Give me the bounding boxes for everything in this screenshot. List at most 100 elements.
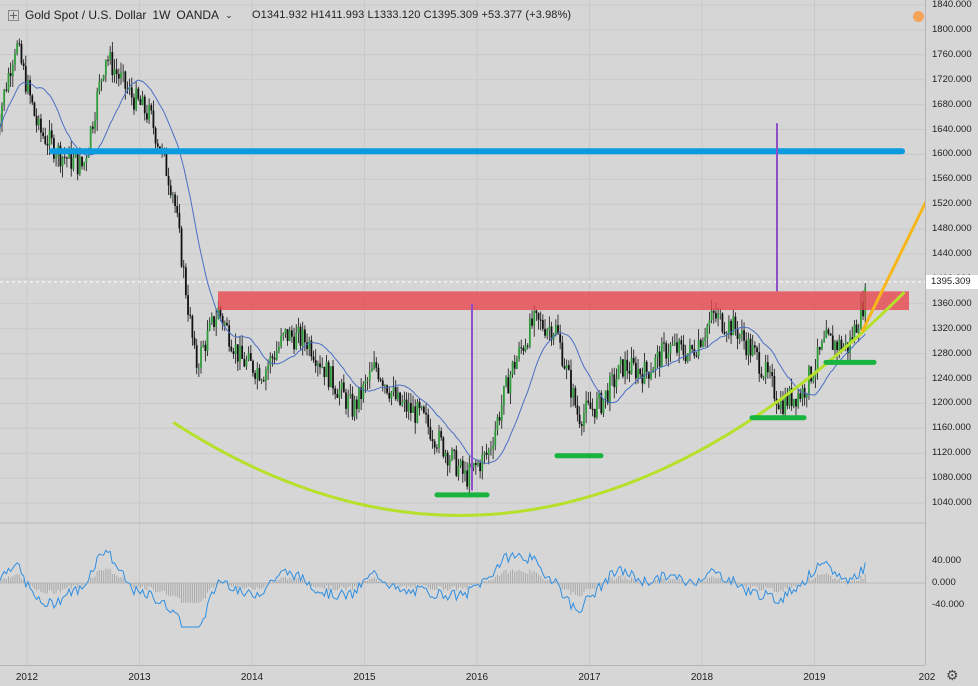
candle (342, 374, 345, 393)
candle (299, 323, 302, 351)
candle (604, 390, 607, 409)
candle (366, 376, 369, 390)
price-tick: 1760.000 (932, 48, 972, 60)
candle (282, 332, 285, 341)
status-dot-icon[interactable] (913, 11, 924, 22)
candle (747, 332, 750, 366)
candle (509, 370, 512, 405)
candle (117, 68, 120, 87)
candle (31, 93, 34, 106)
candle (570, 359, 572, 408)
price-tick: 1360.000 (932, 297, 972, 309)
candle (59, 141, 62, 173)
candle (500, 394, 503, 429)
time-axis[interactable]: 2012 2013 2014 2015 2016 2017 2018 2019 202 (0, 665, 935, 686)
candle (520, 339, 523, 355)
candle (193, 330, 196, 349)
candle (176, 195, 179, 218)
gear-icon[interactable]: ⚙ (946, 667, 959, 683)
candle (526, 343, 529, 350)
candle (587, 392, 590, 406)
chevron-down-icon[interactable]: ⌄ (225, 9, 233, 20)
candle (857, 323, 860, 342)
candle (795, 398, 797, 418)
candle (355, 396, 358, 420)
chart-canvas[interactable] (0, 0, 925, 665)
candle (626, 349, 629, 380)
candle (615, 368, 618, 394)
candle (728, 315, 730, 340)
candle (412, 395, 414, 414)
candle (433, 438, 436, 455)
candle (334, 385, 337, 400)
time-tick: 2016 (465, 672, 489, 683)
candle (613, 367, 616, 399)
candle (362, 381, 365, 403)
projection-trend-line (860, 200, 925, 333)
candle (676, 333, 678, 356)
candle (438, 424, 440, 454)
candle (5, 82, 8, 93)
candle (823, 330, 826, 343)
osc-tick: 0.000 (932, 577, 956, 588)
candle (184, 263, 187, 299)
candle (834, 340, 836, 356)
interval-label[interactable]: 1W (152, 8, 171, 22)
candle (321, 357, 324, 369)
candle (228, 319, 231, 352)
candle (444, 449, 447, 464)
time-tick: 2018 (690, 672, 714, 683)
price-tick: 1840.000 (932, 0, 972, 10)
candle (790, 378, 793, 411)
candle (329, 366, 332, 388)
candle (325, 354, 328, 378)
candle (712, 308, 715, 324)
candle (671, 336, 674, 346)
candle (567, 360, 570, 371)
candle (290, 325, 293, 343)
expand-icon[interactable] (8, 9, 19, 21)
candle (394, 380, 397, 401)
time-tick: 2014 (240, 672, 264, 683)
candle (360, 378, 363, 411)
candle (485, 443, 488, 460)
candle (544, 319, 546, 339)
candle (446, 450, 449, 477)
candle (256, 362, 259, 390)
candle (278, 341, 280, 354)
candle (660, 337, 663, 367)
candle (507, 368, 510, 394)
osc-tick: -40.000 (932, 599, 965, 610)
candle (85, 154, 88, 172)
candle (37, 115, 40, 131)
candle (561, 335, 564, 368)
candle (102, 74, 105, 82)
candle (624, 351, 626, 385)
candle (243, 351, 246, 368)
candle (609, 372, 611, 412)
candle (758, 343, 761, 382)
candle (611, 368, 613, 386)
candle (474, 459, 477, 475)
candle (689, 338, 691, 362)
candle (522, 345, 525, 356)
candle (719, 308, 722, 320)
candle (208, 317, 211, 332)
price-axis[interactable]: 1840.000 1800.000 1760.000 1720.000 1680.000… (925, 0, 978, 665)
candle (665, 340, 668, 365)
candle (347, 389, 350, 418)
candle (191, 314, 194, 346)
candle (265, 366, 267, 391)
candle (805, 392, 808, 408)
candle (130, 77, 133, 106)
candle (260, 378, 263, 385)
candle (33, 101, 36, 117)
broker-label[interactable]: OANDA (176, 8, 220, 22)
price-tick: 1680.000 (932, 98, 972, 110)
candle (784, 387, 787, 416)
candle (418, 398, 421, 416)
candle (353, 395, 356, 421)
candle (786, 387, 789, 410)
price-tick: 1120.000 (932, 447, 971, 459)
symbol-title[interactable]: Gold Spot / U.S. Dollar (25, 8, 147, 22)
